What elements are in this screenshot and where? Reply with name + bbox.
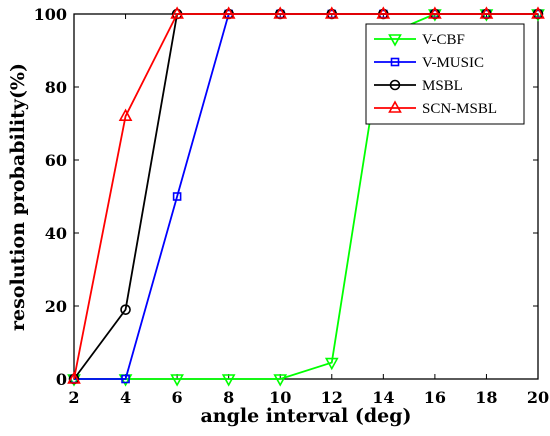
y-tick-label: 40	[45, 224, 67, 243]
data-point-scn-msbl	[170, 6, 184, 19]
data-point-scn-msbl	[118, 108, 133, 121]
x-tick-label: 8	[223, 388, 234, 407]
data-point-scn-msbl	[221, 6, 236, 19]
data-point-scn-msbl	[376, 6, 391, 19]
data-point-v-cbf	[221, 374, 236, 387]
legend: V-CBF V-MUSIC MSBL SCN-MSBL	[365, 23, 525, 125]
legend-label-msbl: MSBL	[422, 78, 463, 94]
x-tick-label: 4	[120, 388, 131, 407]
x-tick-label: 20	[527, 388, 549, 407]
legend-marker-msbl	[389, 79, 401, 91]
data-point-scn-msbl	[428, 6, 442, 19]
data-point-scn-msbl	[67, 371, 81, 384]
x-tick-label: 10	[269, 388, 291, 407]
data-point-v-music	[172, 192, 182, 201]
x-tick-label: 2	[68, 388, 79, 407]
data-point-v-music	[121, 374, 130, 384]
y-tick-label: 20	[45, 297, 67, 316]
x-tick-label: 12	[321, 388, 343, 407]
series-line-scn-msbl	[73, 13, 538, 380]
legend-label-v-music: V-MUSIC	[422, 55, 484, 71]
x-tick-label: 14	[372, 388, 394, 407]
data-point-v-cbf	[324, 357, 339, 371]
legend-label-v-cbf: V-CBF	[422, 32, 465, 48]
legend-marker-scn-msbl	[388, 100, 402, 113]
data-point-msbl	[120, 304, 131, 315]
data-point-v-cbf	[273, 374, 288, 387]
plot-area: 2 4 6 8 10 12 14 16 18 20 0 20 40 60 80 100 V-CBF V-MUSIC…	[34, 5, 550, 407]
data-point-scn-msbl	[324, 6, 339, 19]
data-point-scn-msbl	[479, 6, 494, 19]
legend-marker-v-cbf	[388, 34, 402, 47]
data-point-v-cbf	[170, 374, 184, 387]
data-point-scn-msbl	[531, 6, 545, 19]
data-point-scn-msbl	[273, 6, 288, 19]
x-axis-label: angle interval (deg)	[200, 405, 411, 427]
y-tick-label: 0	[56, 370, 67, 389]
legend-label-scn-msbl: SCN-MSBL	[422, 101, 497, 117]
y-tick-label: 60	[45, 151, 67, 170]
y-axis-label: resolution probability(%)	[7, 63, 29, 331]
y-tick-label: 100	[34, 5, 67, 24]
x-tick-label: 18	[475, 388, 497, 407]
legend-marker-v-music	[390, 57, 400, 67]
x-tick-label: 6	[172, 388, 183, 407]
x-tick-label: 16	[424, 388, 446, 407]
y-tick-label: 80	[45, 78, 67, 97]
